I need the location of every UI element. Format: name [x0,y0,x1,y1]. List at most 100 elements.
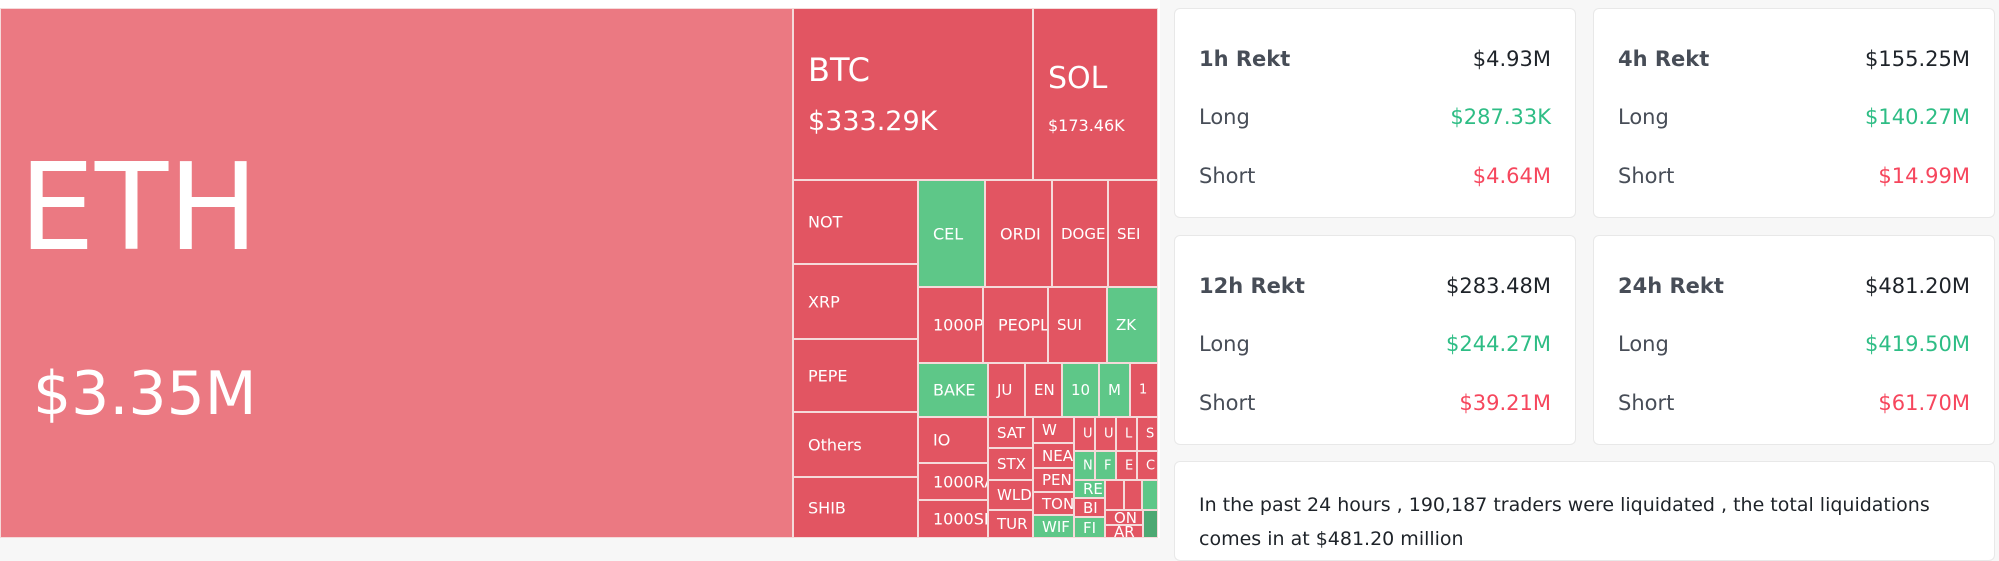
short-value: $14.99M [1878,164,1970,188]
treemap-cell-l[interactable]: L [1116,417,1137,451]
treemap-cell-u[interactable]: U [1074,417,1095,451]
treemap-cell-re[interactable]: RE [1074,480,1105,498]
treemap-cell-doge[interactable]: DOGE [1052,180,1108,287]
treemap-cell-peopl[interactable]: PEOPL [983,287,1048,363]
treemap-cell-unlabeled[interactable] [1143,510,1158,538]
asset-label: Others [808,435,862,454]
asset-label: PEOPL [998,315,1048,335]
treemap-cell-1000p[interactable]: 1000P [918,287,983,363]
treemap-cell-xrp[interactable]: XRP [793,264,918,339]
treemap-cell-u[interactable]: U [1095,417,1116,451]
treemap-cell-on[interactable]: ON [1105,510,1143,525]
treemap-cell-1000ra[interactable]: 1000RA [918,463,988,500]
asset-label: JU [997,381,1013,399]
asset-label: 1000RA [933,472,987,491]
treemap-cell-w[interactable]: W [1033,417,1074,443]
treemap-cell-ju[interactable]: JU [988,363,1025,417]
treemap-cell-pepe[interactable]: PEPE [793,339,918,412]
treemap-cell-c[interactable]: C [1137,451,1158,480]
treemap-cell-m[interactable]: M [1099,363,1130,417]
card-title: 12h Rekt [1199,274,1305,298]
treemap-cell-shib[interactable]: SHIB [793,477,918,538]
treemap-cell-zk[interactable]: ZK [1107,287,1158,363]
asset-label: SUI [1057,316,1082,334]
card-24h: 24h Rekt $481.20M Long $419.50M Short $61.7… [1593,235,1995,445]
treemap-cell-ar[interactable]: AR [1105,525,1143,538]
card-total: $481.20M [1865,274,1970,298]
short-value: $39.21M [1459,391,1551,415]
treemap-cell-sol[interactable]: SOL $173.46K [1033,8,1158,180]
short-label: Short [1199,164,1256,188]
asset-label: CEL [933,224,964,243]
asset-label: NOT [808,212,843,232]
asset-label: SOL [1048,61,1108,96]
long-value: $287.33K [1450,105,1551,129]
treemap-cell-1000sh[interactable]: 1000SH [918,500,988,538]
treemap-cell-wif[interactable]: WIF [1033,515,1074,538]
treemap-cell-wld[interactable]: WLD [988,480,1033,510]
treemap-cell-cel[interactable]: CEL [918,180,985,287]
asset-label: U [1083,426,1093,442]
summary-text: In the past 24 hours , 190,187 traders w… [1199,494,1930,550]
treemap-cell-bi[interactable]: BI [1074,498,1105,517]
treemap-cell-sei[interactable]: SEI [1108,180,1158,287]
treemap-cell-10[interactable]: 10 [1062,363,1099,417]
asset-label: TUR [997,515,1028,533]
asset-value: $173.46K [1048,116,1125,135]
asset-label: SAT [997,423,1026,442]
asset-label: PEPE [808,366,848,385]
treemap-cell-tur[interactable]: TUR [988,510,1033,538]
summary-card: In the past 24 hours , 190,187 traders w… [1174,461,1995,561]
treemap-cell-stx[interactable]: STX [988,448,1033,480]
treemap-cell-not[interactable]: NOT [793,180,918,264]
long-label: Long [1618,105,1669,129]
treemap-cell-fi[interactable]: FI [1074,517,1105,538]
asset-label: STX [997,455,1026,473]
long-value: $244.27M [1446,332,1551,356]
treemap-cell-btc[interactable]: BTC $333.29K [793,8,1033,180]
treemap-cell-n[interactable]: N [1074,451,1095,480]
treemap-cell-eth[interactable]: ETH $3.35M [0,8,793,538]
treemap-cell-pen[interactable]: PEN [1033,468,1074,492]
asset-label: SHIB [808,498,846,517]
treemap-cell-bake[interactable]: BAKE [918,363,988,417]
card-12h: 12h Rekt $283.48M Long $244.27M Short $39.2… [1174,235,1576,445]
asset-value: $333.29K [808,106,938,137]
treemap-cell-io[interactable]: IO [918,417,988,463]
treemap-cell-nea[interactable]: NEA [1033,443,1074,468]
treemap-cell-f[interactable]: F [1095,451,1116,480]
asset-label: FI [1083,518,1097,537]
treemap-cell-sui[interactable]: SUI [1048,287,1107,363]
asset-label: ZK [1116,316,1137,334]
asset-label: ETH [19,139,259,278]
asset-label: EN [1034,381,1055,399]
card-total: $155.25M [1865,47,1970,71]
card-title: 1h Rekt [1199,47,1291,71]
treemap-cell-unlabeled[interactable] [1105,480,1124,510]
asset-label: N [1083,458,1093,473]
treemap-cell-unlabeled[interactable] [1142,480,1158,510]
asset-label: W [1042,421,1057,439]
asset-label: SEI [1117,224,1141,243]
asset-label: WIF [1042,517,1070,536]
short-value: $61.70M [1878,391,1970,415]
asset-label: ON [1114,510,1138,525]
card-title: 4h Rekt [1618,47,1710,71]
treemap-cell-ordi[interactable]: ORDI [985,180,1052,287]
treemap-cell-others[interactable]: Others [793,412,918,477]
card-total: $283.48M [1446,274,1551,298]
treemap-cell-ton[interactable]: TON [1033,492,1074,515]
long-label: Long [1618,332,1669,356]
asset-label: S [1146,426,1155,442]
treemap-cell-1[interactable]: 1 [1130,363,1158,417]
treemap-cell-s[interactable]: S [1137,417,1158,451]
treemap-cell-sat[interactable]: SAT [988,417,1033,448]
short-value: $4.64M [1472,164,1551,188]
treemap-cell-unlabeled[interactable] [1124,480,1142,510]
asset-label: U [1104,426,1114,442]
asset-label: IO [933,430,951,450]
long-label: Long [1199,332,1250,356]
treemap-cell-en[interactable]: EN [1025,363,1062,417]
treemap-cell-e[interactable]: E [1116,451,1137,480]
asset-label: DOGE [1061,224,1106,243]
